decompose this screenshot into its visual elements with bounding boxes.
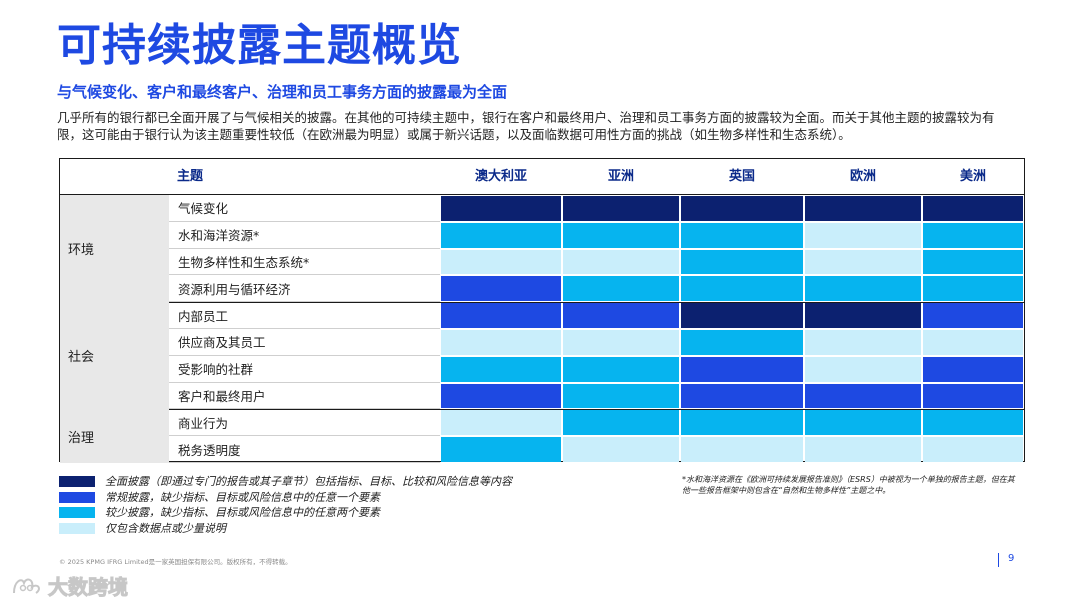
page-number-divider xyxy=(998,553,999,567)
disclosure-cell xyxy=(563,410,679,436)
watermark-logo-icon xyxy=(13,578,40,594)
legend-label: 常规披露，缺少指标、目标或风险信息中的任意一个要素 xyxy=(105,490,380,504)
legend-swatch xyxy=(59,522,95,534)
region-header: 欧洲 xyxy=(804,159,922,195)
disclosure-cell xyxy=(681,410,803,436)
legend-swatch xyxy=(59,476,95,487)
disclosure-cell xyxy=(441,222,561,248)
disclosure-cell xyxy=(805,330,921,355)
disclosure-cell xyxy=(441,330,561,355)
disclosure-cell xyxy=(441,303,561,328)
page-number: 9 xyxy=(1008,553,1015,564)
disclosure-cell xyxy=(441,410,561,436)
disclosure-cell xyxy=(441,276,561,302)
disclosure-cell xyxy=(923,303,1023,328)
intro-paragraph: 几乎所有的银行都已全面开展了与气候相关的披露。在其他的可持续主题中，银行在客户和… xyxy=(57,110,995,142)
disclosure-cell xyxy=(805,356,921,382)
disclosure-cell xyxy=(563,330,679,355)
disclosure-cell xyxy=(681,249,803,275)
page-subtitle: 与气候变化、客户和最终客户、治理和员工事务方面的披露最为全面 xyxy=(57,83,508,101)
disclosure-cell xyxy=(805,196,921,221)
disclosure-cell xyxy=(563,196,679,221)
copyright-footer: © 2025 KPMG IFRG Limited是一家英国担保有限公司。版权所有… xyxy=(59,558,292,566)
disclosure-cell xyxy=(805,276,921,302)
disclosure-cell xyxy=(923,249,1023,275)
disclosure-cell xyxy=(441,383,561,409)
legend-item: 仅包含数据点或少量说明 xyxy=(59,521,579,537)
disclosure-cell xyxy=(805,437,921,462)
legend-item: 常规披露，缺少指标、目标或风险信息中的任意一个要素 xyxy=(59,490,579,506)
disclosure-cell xyxy=(681,222,803,248)
disclosure-cell xyxy=(805,410,921,436)
disclosure-cell xyxy=(441,356,561,382)
disclosure-matrix: 主题 澳大利亚 亚洲 英国 欧洲 美洲环境 气候变化 水和海洋资源* 生物多样性和生态系统* 资… xyxy=(59,158,1025,463)
disclosure-cell xyxy=(805,303,921,328)
watermark: 大数跨境 xyxy=(10,570,129,600)
disclosure-cell xyxy=(681,437,803,462)
legend-label: 较少披露，缺少指标、目标或风险信息中的任意两个要素 xyxy=(105,506,380,519)
disclosure-cell xyxy=(923,410,1023,436)
disclosure-cell xyxy=(563,437,679,462)
legend-swatch xyxy=(59,507,95,518)
disclosure-cell xyxy=(681,196,803,221)
topic-label: 客户和最终用户 xyxy=(169,383,440,410)
group-separator xyxy=(60,302,1024,304)
group-label: 社会 xyxy=(60,302,169,410)
disclosure-cell xyxy=(805,222,921,248)
disclosure-cell xyxy=(563,222,679,248)
region-header: 英国 xyxy=(680,159,804,195)
disclosure-cell xyxy=(441,249,561,275)
disclosure-cell xyxy=(441,196,561,221)
topic-header: 主题 xyxy=(60,159,440,195)
disclosure-cell xyxy=(563,303,679,328)
disclosure-cell xyxy=(563,249,679,275)
group-label: 环境 xyxy=(60,195,169,303)
page-title: 可持续披露主题概览 xyxy=(57,20,462,71)
disclosure-cell xyxy=(923,276,1023,302)
legend-swatch xyxy=(59,491,95,503)
topic-label: 生物多样性和生态系统* xyxy=(169,249,440,276)
topic-label: 商业行为 xyxy=(169,409,440,437)
disclosure-cell xyxy=(923,383,1023,409)
watermark-text: 大数跨境 xyxy=(48,574,129,599)
topic-label: 资源利用与循环经济 xyxy=(169,275,440,303)
disclosure-cell xyxy=(563,276,679,302)
disclosure-cell xyxy=(563,383,679,409)
legend-item: 全面披露（即通过专门的报告或其子章节）包括指标、目标、比较和风险信息等内容 xyxy=(59,474,579,490)
group-label: 治理 xyxy=(60,409,169,463)
legend-label: 全面披露（即通过专门的报告或其子章节）包括指标、目标、比较和风险信息等内容 xyxy=(105,475,512,488)
disclosure-cell xyxy=(923,196,1023,221)
disclosure-cell xyxy=(923,330,1023,355)
topic-label: 水和海洋资源* xyxy=(169,222,440,249)
group-separator xyxy=(60,409,1024,411)
topic-label: 税务透明度 xyxy=(169,436,440,463)
disclosure-cell xyxy=(805,249,921,275)
disclosure-cell xyxy=(681,356,803,382)
topic-label: 气候变化 xyxy=(169,195,440,222)
region-header: 美洲 xyxy=(922,159,1024,195)
legend-label: 仅包含数据点或少量说明 xyxy=(105,521,226,535)
disclosure-cell xyxy=(681,330,803,355)
disclosure-cell xyxy=(441,437,561,462)
topic-label: 内部员工 xyxy=(169,302,440,329)
disclosure-cell xyxy=(681,383,803,409)
region-header: 亚洲 xyxy=(562,159,680,195)
topic-label: 受影响的社群 xyxy=(169,356,440,383)
legend-item: 较少披露，缺少指标、目标或风险信息中的任意两个要素 xyxy=(59,505,579,521)
disclosure-cell xyxy=(923,356,1023,382)
topic-label: 供应商及其员工 xyxy=(169,329,440,356)
disclosure-cell xyxy=(681,276,803,302)
disclosure-cell xyxy=(923,222,1023,248)
disclosure-cell xyxy=(923,437,1023,462)
footnote: *水和海洋资源在《欧洲可持续发展报告准则》（ESRS）中被视为一个单独的报告主题… xyxy=(682,475,1015,495)
disclosure-cell xyxy=(563,356,679,382)
region-header: 澳大利亚 xyxy=(440,159,562,195)
disclosure-cell xyxy=(805,383,921,409)
disclosure-cell xyxy=(681,303,803,328)
